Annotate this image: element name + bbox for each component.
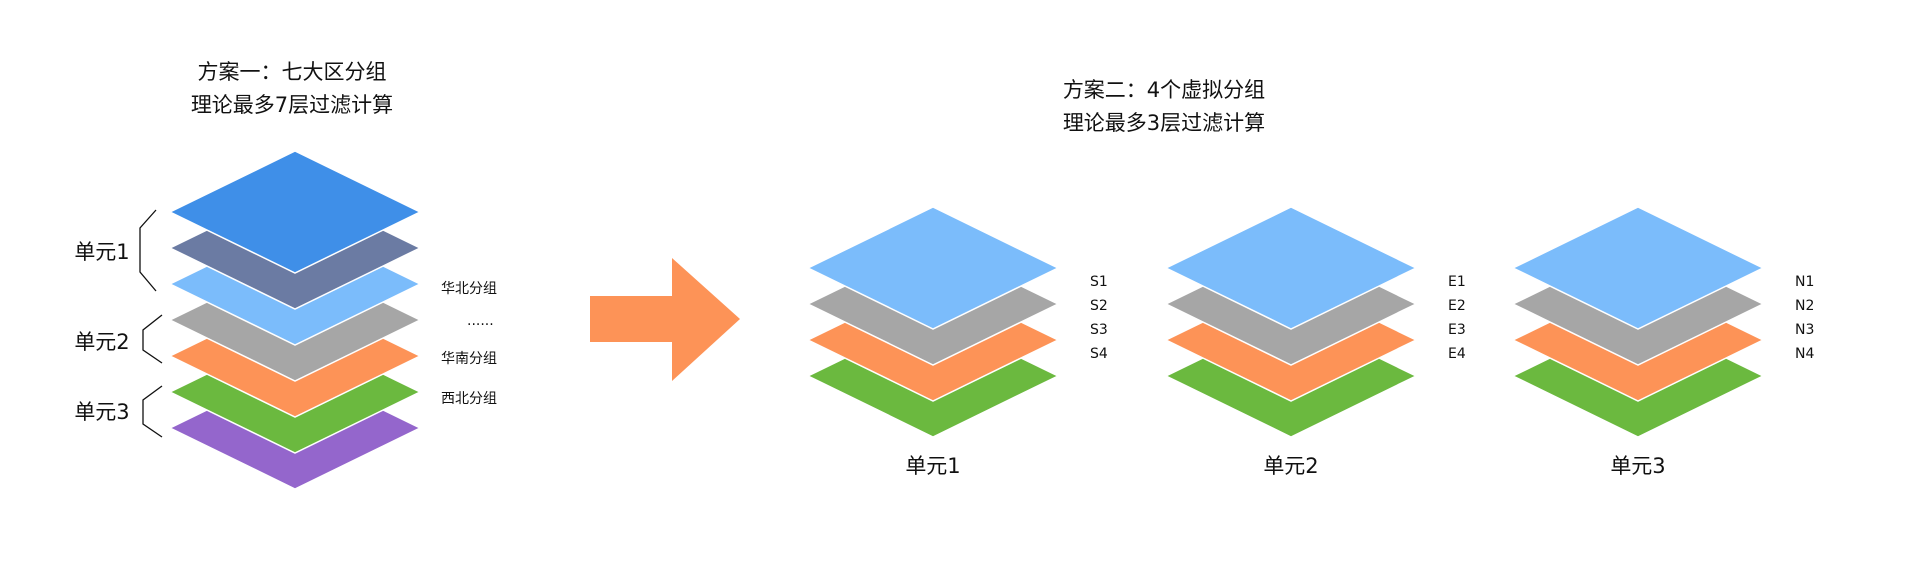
stack3-group-label: N3 <box>1795 322 1815 338</box>
scheme2-unit-label: 单元3 <box>1610 454 1666 478</box>
scheme2-layer-stacks <box>806 206 1765 438</box>
side-label-ellipsis: ...... <box>467 313 494 329</box>
stack2-group-label: E1 <box>1448 274 1466 290</box>
stack3-group-label: N4 <box>1795 346 1815 362</box>
scheme2-unit-label: 单元1 <box>905 454 961 478</box>
stack1-group-label: S2 <box>1090 298 1108 314</box>
stack1-group-label: S1 <box>1090 274 1108 290</box>
scheme2-stack2-layer-1 <box>1164 206 1418 330</box>
stack3-group-label: N1 <box>1795 274 1815 290</box>
scheme1-layer-1 <box>168 150 422 274</box>
side-label-xibei: 西北分组 <box>441 391 497 407</box>
unit1-brace <box>139 209 157 292</box>
stack1-group-label: S4 <box>1090 346 1108 362</box>
scheme1-title: 方案一：七大区分组 理论最多7层过滤计算 <box>191 56 393 122</box>
scheme1-unit1-label: 单元1 <box>74 240 130 264</box>
scheme2-title: 方案二：4个虚拟分组 理论最多3层过滤计算 <box>1063 74 1265 140</box>
scheme1-title-line2: 理论最多7层过滤计算 <box>190 93 394 117</box>
scheme2-title-line2: 理论最多3层过滤计算 <box>1062 111 1266 135</box>
stack1-group-label: S3 <box>1090 322 1108 338</box>
stack2-group-label: E3 <box>1448 322 1466 338</box>
unit-braces <box>139 209 163 438</box>
stack2-group-label: E4 <box>1448 346 1466 362</box>
scheme2-stack-2 <box>1164 206 1418 438</box>
unit3-brace <box>142 385 163 438</box>
scheme1-title-line1: 方案一：七大区分组 <box>197 60 387 84</box>
scheme2-stack3-layer-1 <box>1511 206 1765 330</box>
scheme2-stack1-layer-1 <box>806 206 1060 330</box>
stack3-group-label: N2 <box>1795 298 1815 314</box>
scheme2-unit-label: 单元2 <box>1263 454 1319 478</box>
side-label-huabei: 华北分组 <box>441 281 497 297</box>
stack2-group-label: E2 <box>1448 298 1466 314</box>
right-arrow-icon <box>590 258 740 381</box>
scheme2-title-line1: 方案二：4个虚拟分组 <box>1062 78 1266 102</box>
scheme1-unit3-label: 单元3 <box>74 400 130 424</box>
unit2-brace <box>142 314 163 364</box>
side-label-huanan: 华南分组 <box>441 351 497 367</box>
scheme2-stack-3 <box>1511 206 1765 438</box>
scheme1-layer-stack <box>168 150 422 490</box>
scheme2-stack-1 <box>806 206 1060 438</box>
scheme1-unit2-label: 单元2 <box>74 330 130 354</box>
